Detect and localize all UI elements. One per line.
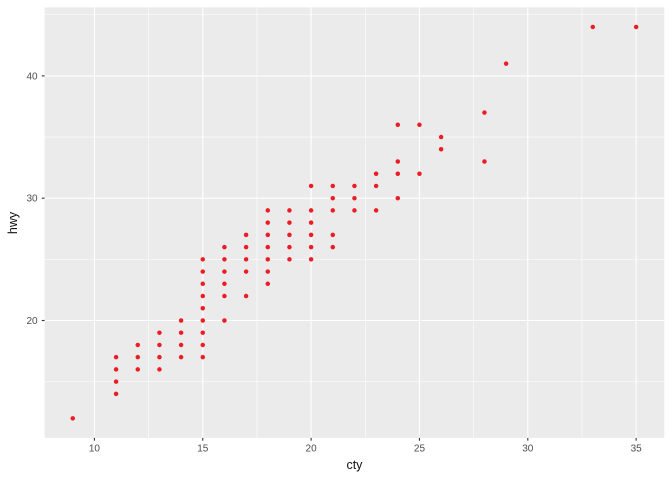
data-point bbox=[417, 122, 422, 128]
data-point bbox=[287, 232, 292, 238]
data-point bbox=[503, 61, 509, 66]
data-point bbox=[482, 159, 487, 164]
y-tick-label: 20 bbox=[26, 316, 38, 327]
data-point bbox=[265, 208, 271, 213]
data-point bbox=[373, 208, 379, 213]
data-point bbox=[222, 318, 227, 323]
data-point bbox=[265, 257, 271, 262]
y-tick-label: 30 bbox=[26, 194, 38, 205]
data-point bbox=[200, 330, 206, 335]
data-point bbox=[287, 244, 292, 250]
data-point bbox=[243, 269, 249, 274]
data-point bbox=[330, 183, 336, 189]
data-point bbox=[633, 24, 639, 30]
data-point bbox=[308, 232, 314, 238]
data-point bbox=[330, 195, 336, 201]
x-axis-title: cty bbox=[346, 458, 363, 472]
data-point bbox=[200, 342, 206, 348]
data-point bbox=[113, 391, 119, 397]
data-point bbox=[265, 281, 271, 287]
data-point bbox=[157, 367, 162, 372]
x-tick-label: 15 bbox=[197, 444, 209, 455]
data-point bbox=[178, 342, 184, 348]
data-point bbox=[265, 220, 271, 225]
data-point bbox=[287, 220, 292, 225]
data-point bbox=[438, 134, 444, 140]
data-point bbox=[200, 306, 206, 311]
data-point bbox=[395, 159, 401, 164]
data-point bbox=[113, 354, 119, 360]
x-tick-label: 10 bbox=[89, 444, 101, 455]
data-point bbox=[308, 220, 314, 225]
data-point bbox=[438, 147, 444, 152]
data-point bbox=[265, 232, 271, 238]
data-point bbox=[135, 342, 141, 348]
data-point bbox=[222, 293, 227, 299]
data-point bbox=[287, 257, 292, 262]
data-point bbox=[200, 354, 206, 360]
x-tick-label: 30 bbox=[522, 444, 534, 455]
data-point bbox=[222, 244, 227, 250]
data-point bbox=[352, 183, 357, 189]
data-point bbox=[330, 208, 336, 213]
x-tick-label: 35 bbox=[631, 444, 643, 455]
data-point bbox=[395, 195, 401, 201]
data-point bbox=[200, 281, 206, 287]
y-tick-label: 40 bbox=[26, 71, 38, 82]
data-point bbox=[308, 257, 314, 262]
data-point bbox=[330, 232, 336, 238]
data-point bbox=[308, 208, 314, 213]
data-point bbox=[265, 244, 271, 250]
data-point bbox=[222, 281, 227, 287]
data-point bbox=[70, 416, 76, 421]
data-point bbox=[243, 244, 249, 250]
data-point bbox=[395, 122, 401, 128]
data-point bbox=[178, 318, 184, 323]
x-tick-label: 25 bbox=[414, 444, 426, 455]
data-point bbox=[222, 269, 227, 274]
data-point bbox=[243, 293, 249, 299]
data-point bbox=[482, 110, 487, 115]
data-point bbox=[113, 379, 119, 384]
data-point bbox=[113, 367, 119, 372]
data-point bbox=[200, 318, 206, 323]
data-point bbox=[200, 257, 206, 262]
data-point bbox=[157, 354, 162, 360]
x-tick-label: 20 bbox=[306, 444, 318, 455]
data-point bbox=[200, 293, 206, 299]
data-point bbox=[590, 24, 596, 30]
panel-background bbox=[44, 7, 665, 438]
data-point bbox=[265, 269, 271, 274]
data-point bbox=[135, 354, 141, 360]
data-point bbox=[352, 208, 357, 213]
data-point bbox=[135, 367, 141, 372]
data-point bbox=[222, 257, 227, 262]
data-point bbox=[417, 171, 422, 176]
data-point bbox=[157, 342, 162, 348]
data-point bbox=[243, 257, 249, 262]
data-point bbox=[243, 232, 249, 238]
data-point bbox=[352, 195, 357, 201]
data-point bbox=[308, 183, 314, 189]
data-point bbox=[373, 171, 379, 176]
y-axis-title: hwy bbox=[5, 211, 20, 234]
data-point bbox=[330, 244, 336, 250]
data-point bbox=[287, 208, 292, 213]
data-point bbox=[308, 244, 314, 250]
data-point bbox=[200, 269, 206, 274]
data-point bbox=[178, 330, 184, 335]
data-point bbox=[178, 354, 184, 360]
data-point bbox=[373, 183, 379, 189]
data-point bbox=[395, 171, 401, 176]
data-point bbox=[157, 330, 162, 335]
